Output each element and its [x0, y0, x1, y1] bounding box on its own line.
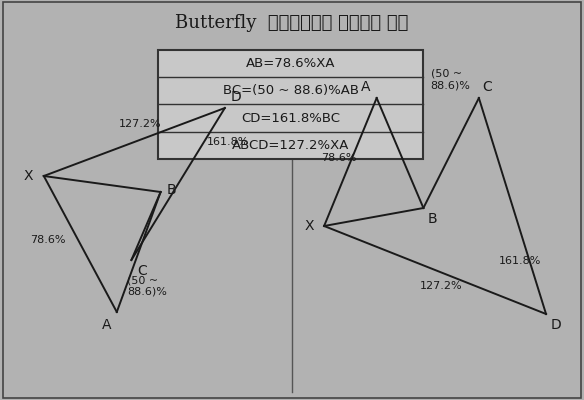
Text: Butterfly  الگویی ایده آل: Butterfly الگویی ایده آل: [175, 14, 409, 32]
Text: A: A: [361, 80, 371, 94]
Text: C: C: [482, 80, 492, 94]
Text: D: D: [231, 90, 241, 104]
Text: (50 ~
88.6)%: (50 ~ 88.6)%: [127, 275, 167, 297]
Text: (50 ~
88.6)%: (50 ~ 88.6)%: [430, 68, 471, 90]
Text: X: X: [304, 219, 314, 233]
Text: 78.6%: 78.6%: [30, 235, 65, 245]
Text: BC=(50 ~ 88.6)%AB: BC=(50 ~ 88.6)%AB: [223, 84, 359, 97]
Text: AB=78.6%XA: AB=78.6%XA: [246, 57, 335, 70]
Text: 78.6%: 78.6%: [321, 153, 356, 163]
Text: CD=161.8%BC: CD=161.8%BC: [241, 112, 340, 124]
Text: 127.2%: 127.2%: [119, 119, 161, 129]
Text: B: B: [428, 212, 437, 226]
Text: B: B: [166, 183, 176, 197]
Text: A: A: [102, 318, 111, 332]
Text: C: C: [137, 264, 147, 278]
Bar: [158, 50, 423, 159]
Text: ABCD=127.2%XA: ABCD=127.2%XA: [232, 139, 349, 152]
Text: 161.8%: 161.8%: [499, 256, 542, 266]
Text: 127.2%: 127.2%: [420, 281, 462, 291]
Text: X: X: [24, 169, 33, 183]
Text: D: D: [551, 318, 561, 332]
Text: 161.8%: 161.8%: [207, 137, 250, 147]
